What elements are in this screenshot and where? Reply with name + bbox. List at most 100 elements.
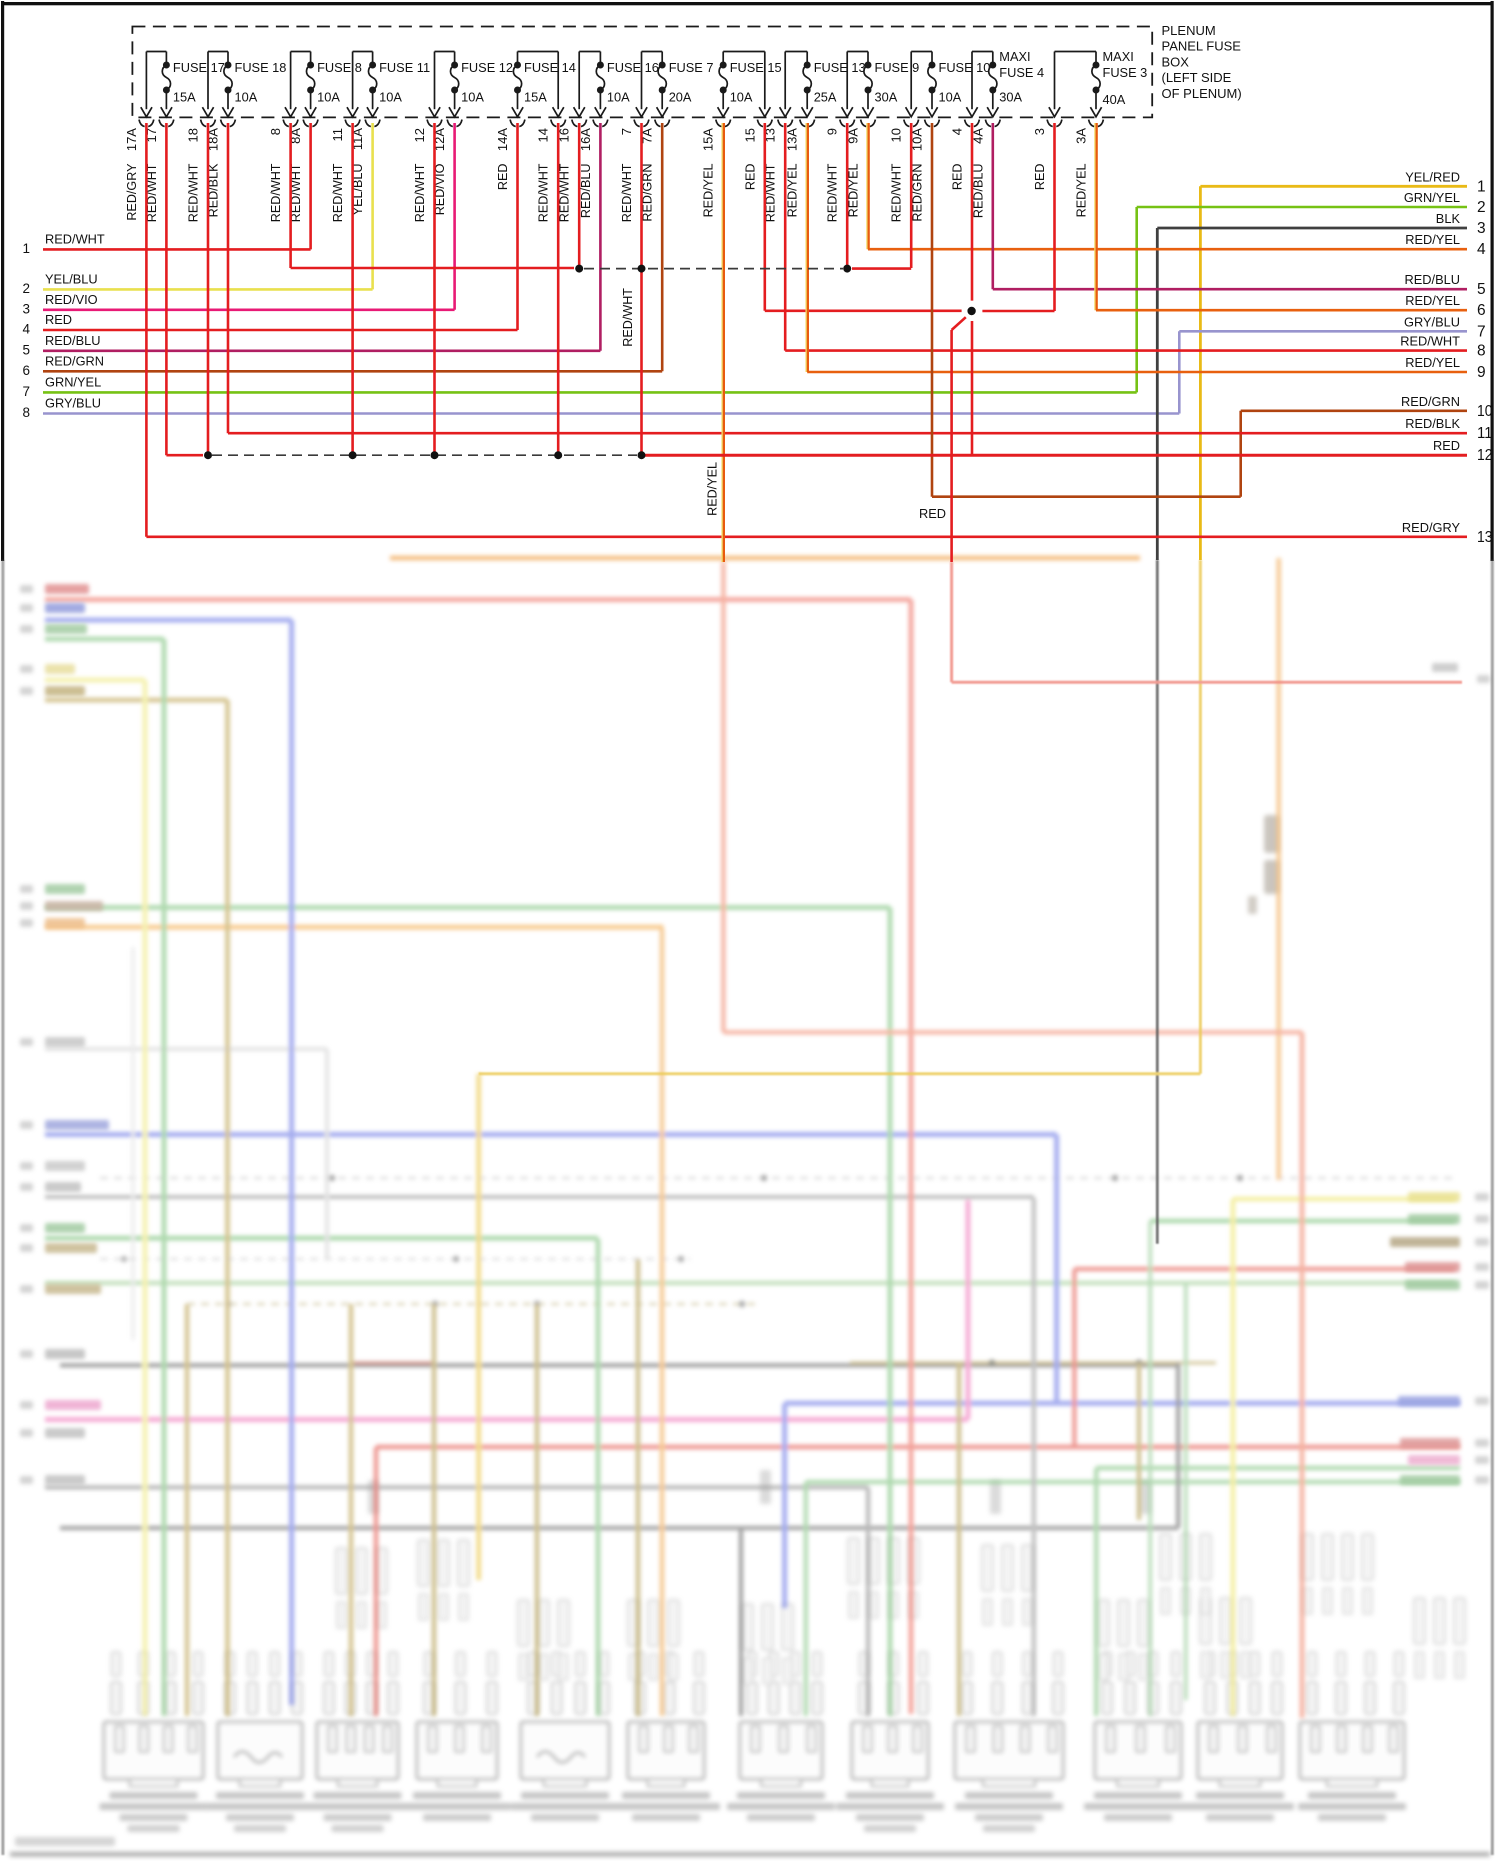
svg-text:2: 2: [22, 281, 30, 296]
svg-text:RED/BLU: RED/BLU: [45, 333, 100, 348]
svg-text:FUSE 13: FUSE 13: [814, 60, 866, 75]
svg-text:PLENUM: PLENUM: [1162, 23, 1216, 38]
svg-text:RED/YEL: RED/YEL: [702, 164, 716, 218]
svg-text:9: 9: [825, 128, 840, 135]
svg-text:40A: 40A: [1103, 92, 1126, 107]
svg-text:15A: 15A: [173, 90, 196, 105]
svg-text:8: 8: [1477, 343, 1486, 360]
svg-text:GRY/BLU: GRY/BLU: [45, 396, 101, 411]
svg-text:YEL/BLU: YEL/BLU: [351, 164, 365, 216]
svg-text:12: 12: [1477, 447, 1493, 464]
svg-text:RED/WHT: RED/WHT: [289, 163, 303, 222]
svg-text:RED/WHT: RED/WHT: [145, 163, 159, 222]
svg-text:(LEFT SIDE: (LEFT SIDE: [1162, 70, 1232, 85]
svg-text:RED/GRY: RED/GRY: [125, 163, 139, 221]
svg-text:RED: RED: [919, 506, 946, 521]
svg-text:RED: RED: [1033, 164, 1047, 191]
svg-text:1: 1: [22, 241, 30, 256]
svg-text:13: 13: [1477, 529, 1493, 546]
svg-text:10A: 10A: [379, 90, 402, 105]
svg-text:4A: 4A: [970, 128, 985, 144]
svg-text:FUSE 12: FUSE 12: [461, 60, 513, 75]
svg-text:MAXI: MAXI: [999, 49, 1030, 64]
svg-text:RED/WHT: RED/WHT: [620, 163, 634, 222]
svg-text:FUSE 10: FUSE 10: [939, 60, 991, 75]
svg-text:RED/VIO: RED/VIO: [45, 292, 98, 307]
svg-text:OF PLENUM): OF PLENUM): [1162, 86, 1242, 101]
svg-text:15A: 15A: [524, 90, 547, 105]
svg-text:RED/GRN: RED/GRN: [641, 164, 655, 222]
svg-text:7A: 7A: [640, 128, 655, 144]
svg-text:14A: 14A: [495, 128, 510, 151]
svg-text:RED/BLU: RED/BLU: [971, 164, 985, 219]
svg-text:RED/WHT: RED/WHT: [621, 288, 635, 347]
svg-text:FUSE 7: FUSE 7: [669, 60, 714, 75]
svg-text:RED/WHT: RED/WHT: [1400, 334, 1460, 349]
svg-text:4: 4: [1477, 241, 1486, 258]
svg-text:RED/YEL: RED/YEL: [706, 462, 720, 516]
svg-text:FUSE 18: FUSE 18: [235, 60, 287, 75]
svg-text:RED/GRY: RED/GRY: [1402, 520, 1461, 535]
svg-text:RED: RED: [496, 164, 510, 191]
svg-text:MAXI: MAXI: [1103, 49, 1134, 64]
svg-text:18: 18: [186, 128, 201, 142]
svg-text:4: 4: [950, 128, 965, 135]
svg-text:YEL/RED: YEL/RED: [1405, 169, 1460, 184]
svg-text:10A: 10A: [910, 128, 925, 151]
svg-text:10A: 10A: [607, 90, 630, 105]
svg-text:RED/YEL: RED/YEL: [847, 164, 861, 218]
svg-text:8: 8: [268, 128, 283, 135]
svg-text:FUSE 4: FUSE 4: [999, 65, 1044, 80]
svg-text:RED: RED: [951, 164, 965, 191]
svg-text:RED/YEL: RED/YEL: [1405, 355, 1460, 370]
svg-text:17A: 17A: [124, 128, 139, 151]
svg-text:BLK: BLK: [1436, 211, 1461, 226]
svg-text:10: 10: [1477, 403, 1493, 420]
svg-text:3: 3: [22, 301, 30, 316]
svg-text:RED/WHT: RED/WHT: [331, 163, 345, 222]
svg-text:FUSE 16: FUSE 16: [607, 60, 659, 75]
svg-text:6: 6: [1477, 302, 1486, 319]
svg-text:15: 15: [742, 128, 757, 142]
svg-text:PANEL FUSE: PANEL FUSE: [1162, 39, 1242, 54]
svg-text:RED/YEL: RED/YEL: [1075, 164, 1089, 218]
svg-text:RED/WHT: RED/WHT: [187, 163, 201, 222]
svg-text:RED/BLK: RED/BLK: [1405, 416, 1460, 431]
svg-text:BOX: BOX: [1162, 54, 1190, 69]
svg-text:RED/WHT: RED/WHT: [413, 163, 427, 222]
svg-text:GRY/BLU: GRY/BLU: [1404, 314, 1460, 329]
svg-text:8: 8: [22, 405, 30, 420]
svg-text:FUSE 15: FUSE 15: [730, 60, 782, 75]
svg-text:RED/BLU: RED/BLU: [579, 164, 593, 219]
svg-text:GRN/YEL: GRN/YEL: [45, 374, 101, 389]
svg-text:9A: 9A: [846, 128, 861, 144]
svg-text:RED/WHT: RED/WHT: [537, 163, 551, 222]
svg-text:11: 11: [1477, 425, 1493, 442]
svg-text:3: 3: [1032, 128, 1047, 135]
svg-text:30A: 30A: [999, 90, 1022, 105]
svg-text:RED/WHT: RED/WHT: [558, 163, 572, 222]
svg-text:7: 7: [1477, 323, 1486, 340]
svg-text:7: 7: [22, 384, 30, 399]
svg-text:RED/VIO: RED/VIO: [433, 163, 447, 215]
svg-text:1: 1: [1477, 178, 1486, 195]
svg-text:FUSE 17: FUSE 17: [173, 60, 225, 75]
svg-text:YEL/BLU: YEL/BLU: [45, 271, 98, 286]
svg-text:RED/WHT: RED/WHT: [269, 163, 283, 222]
svg-text:10A: 10A: [461, 90, 484, 105]
svg-text:9: 9: [1477, 364, 1486, 381]
svg-text:5: 5: [22, 342, 30, 357]
svg-text:RED: RED: [45, 312, 72, 327]
svg-text:7: 7: [619, 128, 634, 135]
svg-text:FUSE 3: FUSE 3: [1103, 65, 1148, 80]
svg-text:25A: 25A: [814, 90, 837, 105]
svg-text:GRN/YEL: GRN/YEL: [1404, 190, 1460, 205]
svg-text:10A: 10A: [939, 90, 962, 105]
svg-text:FUSE 14: FUSE 14: [524, 60, 576, 75]
svg-text:RED/WHT: RED/WHT: [45, 231, 105, 246]
svg-text:RED/WHT: RED/WHT: [764, 163, 778, 222]
svg-text:RED/BLU: RED/BLU: [1405, 272, 1460, 287]
svg-text:RED/YEL: RED/YEL: [1405, 232, 1460, 247]
svg-text:RED/WHT: RED/WHT: [826, 163, 840, 222]
svg-text:RED/GRN: RED/GRN: [1401, 394, 1460, 409]
